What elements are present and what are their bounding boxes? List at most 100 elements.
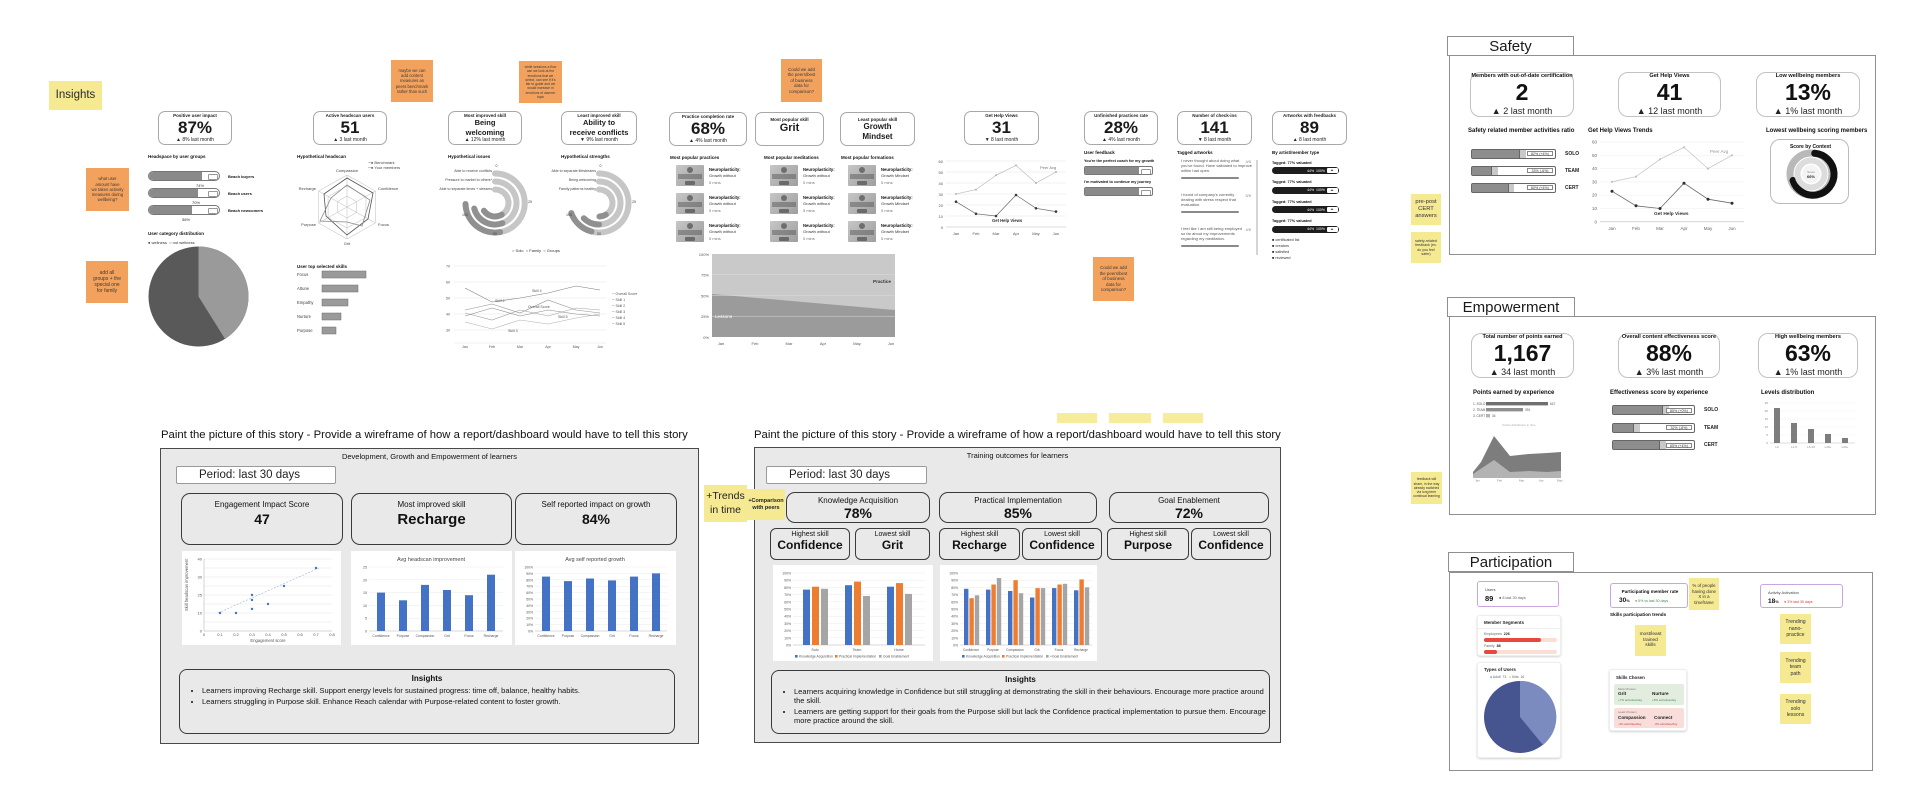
svg-text:Feb: Feb — [1632, 226, 1640, 231]
svg-text:Practice: Practice — [873, 279, 891, 284]
svg-text:Feb: Feb — [973, 231, 981, 236]
svg-text:Practical Implementation: Practical Implementation — [839, 655, 876, 659]
svg-text:20: 20 — [1765, 409, 1769, 413]
svg-text:Mar: Mar — [786, 341, 794, 346]
svg-text:May: May — [853, 341, 861, 346]
svg-text:Avg headscan improvement: Avg headscan improvement — [397, 557, 466, 563]
svg-text:Confidence: Confidence — [537, 634, 554, 638]
svg-text:10: 10 — [1765, 425, 1769, 429]
svg-text:Skill 2: Skill 2 — [495, 299, 505, 303]
svg-text:Overall Score: Overall Score — [528, 305, 550, 309]
svg-text:Engagement score: Engagement score — [250, 638, 286, 643]
svg-text:70%: 70% — [784, 593, 791, 597]
svg-text:1. SOLO: 1. SOLO — [1473, 402, 1486, 406]
svg-text:Compassion: Compassion — [581, 634, 600, 638]
svg-text:0.8: 0.8 — [329, 632, 335, 637]
svg-text:2. TEAM: 2. TEAM — [1473, 408, 1486, 412]
svg-text:40: 40 — [1592, 166, 1598, 171]
svg-text:Skill headscan improvement: Skill headscan improvement — [184, 558, 189, 611]
svg-text:Recharge: Recharge — [1074, 648, 1088, 652]
svg-text:L0: L0 — [1775, 445, 1779, 449]
svg-text:50%: 50% — [784, 608, 791, 612]
svg-text:30: 30 — [198, 575, 203, 580]
svg-text:50: 50 — [1592, 153, 1598, 158]
svg-text:Apr: Apr — [1680, 226, 1688, 231]
svg-text:100%: 100% — [782, 572, 791, 576]
svg-text:Feb: Feb — [752, 341, 760, 346]
svg-text:0: 0 — [1766, 441, 1768, 445]
svg-text:Grit: Grit — [344, 241, 351, 246]
svg-text:10: 10 — [363, 604, 367, 608]
svg-text:L5-10: L5-10 — [1807, 445, 1815, 449]
svg-text:20: 20 — [939, 203, 944, 208]
svg-text:Jan: Jan — [718, 341, 724, 346]
svg-text:Recharge: Recharge — [649, 634, 664, 638]
svg-text:Purpose: Purpose — [297, 328, 313, 333]
svg-text:Attune: Attune — [297, 286, 310, 291]
svg-text:Purpose: Purpose — [301, 222, 317, 227]
svg-text:Get Help Views: Get Help Views — [992, 218, 1023, 223]
svg-text:Apr: Apr — [1539, 479, 1544, 483]
svg-text:Avg self reported growth: Avg self reported growth — [565, 557, 625, 563]
svg-text:20%: 20% — [951, 629, 958, 633]
svg-text:─ Skill 4: ─ Skill 4 — [611, 316, 625, 320]
svg-text:Grit: Grit — [609, 634, 615, 638]
svg-text:10: 10 — [1592, 206, 1598, 211]
svg-text:0: 0 — [365, 630, 367, 634]
svg-text:15: 15 — [363, 591, 367, 595]
svg-text:25: 25 — [632, 200, 636, 204]
svg-text:25: 25 — [198, 593, 203, 598]
svg-text:Family patterns healthy: Family patterns healthy — [559, 187, 596, 191]
svg-text:60%: 60% — [526, 591, 533, 595]
svg-text:30%: 30% — [951, 622, 958, 626]
svg-text:60: 60 — [939, 159, 944, 164]
svg-text:50%: 50% — [951, 608, 958, 612]
svg-text:90%: 90% — [526, 572, 533, 576]
svg-text:50%: 50% — [701, 294, 709, 299]
svg-text:Nurture: Nurture — [297, 314, 312, 319]
svg-text:60%: 60% — [951, 600, 958, 604]
svg-text:40: 40 — [446, 313, 450, 317]
svg-text:Pressure to market to others*: Pressure to market to others* — [445, 178, 492, 182]
svg-text:30%: 30% — [784, 622, 791, 626]
svg-text:Grit: Grit — [444, 634, 450, 638]
svg-text:Goal Enablement: Goal Enablement — [883, 655, 909, 659]
svg-text:Focus: Focus — [1055, 648, 1064, 652]
svg-text:Jun: Jun — [1053, 231, 1059, 236]
svg-text:80%: 80% — [951, 586, 958, 590]
svg-text:Apr: Apr — [545, 345, 551, 349]
svg-text:0%: 0% — [953, 644, 958, 648]
svg-text:Jan: Jan — [462, 345, 468, 349]
svg-text:May: May — [1704, 226, 1713, 231]
svg-text:Apr: Apr — [820, 341, 827, 346]
svg-text:Peer Avg: Peer Avg — [1710, 149, 1729, 154]
svg-text:5: 5 — [365, 617, 367, 621]
svg-text:Jan: Jan — [1608, 226, 1616, 231]
svg-text:Compassion: Compassion — [416, 634, 435, 638]
svg-text:Home: Home — [894, 648, 904, 652]
svg-text:391: 391 — [1525, 408, 1531, 412]
svg-text:Apr: Apr — [1013, 231, 1020, 236]
svg-text:0: 0 — [203, 632, 206, 637]
svg-text:25: 25 — [363, 566, 367, 570]
svg-text:80%: 80% — [526, 578, 533, 582]
svg-text:─ Skill 2: ─ Skill 2 — [611, 304, 625, 308]
svg-text:Skill 4: Skill 4 — [532, 289, 542, 293]
svg-text:Focus: Focus — [629, 634, 639, 638]
svg-text:Feb: Feb — [489, 345, 495, 349]
svg-text:60%: 60% — [784, 600, 791, 604]
svg-text:Jun: Jun — [1728, 226, 1736, 231]
svg-text:Mar: Mar — [993, 231, 1001, 236]
svg-text:May: May — [573, 345, 580, 349]
svg-text:5: 5 — [1766, 433, 1768, 437]
svg-text:+Goal Enablement: +Goal Enablement — [1050, 655, 1078, 659]
svg-text:80%: 80% — [784, 586, 791, 590]
svg-text:Team: Team — [853, 648, 862, 652]
svg-text:─● Your members: ─● Your members — [367, 165, 400, 170]
svg-text:10%: 10% — [951, 636, 958, 640]
svg-text:Jan: Jan — [1475, 479, 1480, 483]
svg-text:70: 70 — [446, 265, 450, 269]
svg-text:15: 15 — [1765, 417, 1769, 421]
svg-text:0%: 0% — [703, 335, 709, 340]
svg-text:Peer Avg: Peer Avg — [1040, 165, 1056, 170]
